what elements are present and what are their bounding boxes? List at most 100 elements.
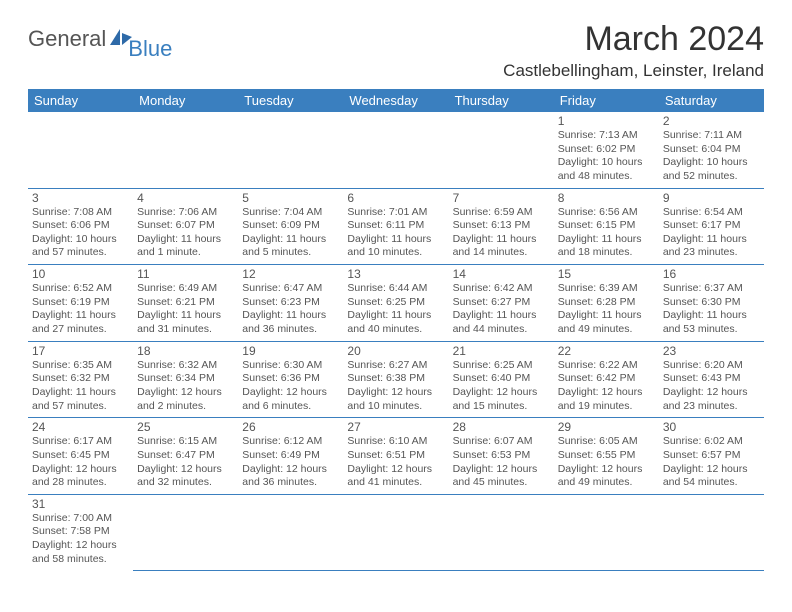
calendar-day: 28Sunrise: 6:07 AMSunset: 6:53 PMDayligh…	[449, 418, 554, 495]
day-number: 6	[347, 191, 444, 205]
calendar-day: 22Sunrise: 6:22 AMSunset: 6:42 PMDayligh…	[554, 341, 659, 418]
day-info: Sunrise: 6:49 AMSunset: 6:21 PMDaylight:…	[137, 282, 234, 337]
daylight-text-1: Daylight: 12 hours	[137, 386, 234, 400]
daylight-text-1: Daylight: 11 hours	[663, 309, 760, 323]
daylight-text-2: and 10 minutes.	[347, 246, 444, 260]
day-header: Monday	[133, 89, 238, 112]
sunset-text: Sunset: 6:27 PM	[453, 296, 550, 310]
daylight-text-1: Daylight: 12 hours	[242, 386, 339, 400]
sunset-text: Sunset: 6:32 PM	[32, 372, 129, 386]
day-number: 19	[242, 344, 339, 358]
calendar-day: 9Sunrise: 6:54 AMSunset: 6:17 PMDaylight…	[659, 188, 764, 265]
daylight-text-2: and 49 minutes.	[558, 323, 655, 337]
sunrise-text: Sunrise: 7:01 AM	[347, 206, 444, 220]
calendar-day: 26Sunrise: 6:12 AMSunset: 6:49 PMDayligh…	[238, 418, 343, 495]
daylight-text-2: and 58 minutes.	[32, 553, 129, 567]
day-header: Friday	[554, 89, 659, 112]
day-info: Sunrise: 6:20 AMSunset: 6:43 PMDaylight:…	[663, 359, 760, 414]
day-number: 20	[347, 344, 444, 358]
daylight-text-2: and 49 minutes.	[558, 476, 655, 490]
sunrise-text: Sunrise: 6:39 AM	[558, 282, 655, 296]
day-info: Sunrise: 6:02 AMSunset: 6:57 PMDaylight:…	[663, 435, 760, 490]
sunset-text: Sunset: 6:36 PM	[242, 372, 339, 386]
daylight-text-2: and 41 minutes.	[347, 476, 444, 490]
daylight-text-2: and 14 minutes.	[453, 246, 550, 260]
sunrise-text: Sunrise: 6:17 AM	[32, 435, 129, 449]
day-info: Sunrise: 6:27 AMSunset: 6:38 PMDaylight:…	[347, 359, 444, 414]
daylight-text-2: and 36 minutes.	[242, 476, 339, 490]
calendar-day: 30Sunrise: 6:02 AMSunset: 6:57 PMDayligh…	[659, 418, 764, 495]
day-header-row: SundayMondayTuesdayWednesdayThursdayFrid…	[28, 89, 764, 112]
month-title: March 2024	[503, 20, 764, 59]
daylight-text-1: Daylight: 11 hours	[242, 309, 339, 323]
calendar-day-empty	[449, 112, 554, 188]
calendar-day: 18Sunrise: 6:32 AMSunset: 6:34 PMDayligh…	[133, 341, 238, 418]
calendar-day: 27Sunrise: 6:10 AMSunset: 6:51 PMDayligh…	[343, 418, 448, 495]
day-number: 14	[453, 267, 550, 281]
calendar-week: 10Sunrise: 6:52 AMSunset: 6:19 PMDayligh…	[28, 265, 764, 342]
sunset-text: Sunset: 6:02 PM	[558, 143, 655, 157]
daylight-text-1: Daylight: 12 hours	[347, 463, 444, 477]
day-header: Saturday	[659, 89, 764, 112]
sunrise-text: Sunrise: 6:22 AM	[558, 359, 655, 373]
day-number: 18	[137, 344, 234, 358]
daylight-text-2: and 57 minutes.	[32, 400, 129, 414]
logo-text-general: General	[28, 26, 106, 52]
sunset-text: Sunset: 6:28 PM	[558, 296, 655, 310]
day-number: 15	[558, 267, 655, 281]
sunrise-text: Sunrise: 6:02 AM	[663, 435, 760, 449]
day-number: 24	[32, 420, 129, 434]
day-number: 4	[137, 191, 234, 205]
calendar-day: 8Sunrise: 6:56 AMSunset: 6:15 PMDaylight…	[554, 188, 659, 265]
day-info: Sunrise: 7:11 AMSunset: 6:04 PMDaylight:…	[663, 129, 760, 184]
sunset-text: Sunset: 6:51 PM	[347, 449, 444, 463]
daylight-text-1: Daylight: 12 hours	[558, 386, 655, 400]
calendar-day-empty	[343, 112, 448, 188]
daylight-text-1: Daylight: 11 hours	[347, 309, 444, 323]
calendar-day: 3Sunrise: 7:08 AMSunset: 6:06 PMDaylight…	[28, 188, 133, 265]
daylight-text-2: and 40 minutes.	[347, 323, 444, 337]
calendar-day-empty	[449, 494, 554, 570]
day-number: 29	[558, 420, 655, 434]
daylight-text-1: Daylight: 12 hours	[32, 463, 129, 477]
sunset-text: Sunset: 6:19 PM	[32, 296, 129, 310]
sunrise-text: Sunrise: 7:13 AM	[558, 129, 655, 143]
daylight-text-2: and 10 minutes.	[347, 400, 444, 414]
daylight-text-1: Daylight: 11 hours	[453, 233, 550, 247]
daylight-text-1: Daylight: 11 hours	[137, 309, 234, 323]
sunrise-text: Sunrise: 6:25 AM	[453, 359, 550, 373]
day-info: Sunrise: 6:10 AMSunset: 6:51 PMDaylight:…	[347, 435, 444, 490]
sunset-text: Sunset: 6:17 PM	[663, 219, 760, 233]
day-header: Thursday	[449, 89, 554, 112]
calendar-day: 17Sunrise: 6:35 AMSunset: 6:32 PMDayligh…	[28, 341, 133, 418]
day-info: Sunrise: 7:04 AMSunset: 6:09 PMDaylight:…	[242, 206, 339, 261]
day-info: Sunrise: 6:22 AMSunset: 6:42 PMDaylight:…	[558, 359, 655, 414]
calendar-day: 24Sunrise: 6:17 AMSunset: 6:45 PMDayligh…	[28, 418, 133, 495]
sunrise-text: Sunrise: 6:44 AM	[347, 282, 444, 296]
calendar-day: 2Sunrise: 7:11 AMSunset: 6:04 PMDaylight…	[659, 112, 764, 188]
sunrise-text: Sunrise: 6:47 AM	[242, 282, 339, 296]
calendar-week: 31Sunrise: 7:00 AMSunset: 7:58 PMDayligh…	[28, 494, 764, 570]
daylight-text-2: and 1 minute.	[137, 246, 234, 260]
calendar-day: 16Sunrise: 6:37 AMSunset: 6:30 PMDayligh…	[659, 265, 764, 342]
day-info: Sunrise: 6:17 AMSunset: 6:45 PMDaylight:…	[32, 435, 129, 490]
calendar-body: 1Sunrise: 7:13 AMSunset: 6:02 PMDaylight…	[28, 112, 764, 570]
daylight-text-1: Daylight: 12 hours	[347, 386, 444, 400]
day-number: 9	[663, 191, 760, 205]
calendar-day-empty	[343, 494, 448, 570]
page-header: General Blue March 2024 Castlebellingham…	[28, 20, 764, 81]
sunset-text: Sunset: 6:38 PM	[347, 372, 444, 386]
calendar-day: 31Sunrise: 7:00 AMSunset: 7:58 PMDayligh…	[28, 494, 133, 570]
calendar-day: 12Sunrise: 6:47 AMSunset: 6:23 PMDayligh…	[238, 265, 343, 342]
sunrise-text: Sunrise: 6:15 AM	[137, 435, 234, 449]
daylight-text-1: Daylight: 11 hours	[242, 233, 339, 247]
calendar-day: 11Sunrise: 6:49 AMSunset: 6:21 PMDayligh…	[133, 265, 238, 342]
calendar-day: 10Sunrise: 6:52 AMSunset: 6:19 PMDayligh…	[28, 265, 133, 342]
sunset-text: Sunset: 6:34 PM	[137, 372, 234, 386]
calendar-day: 29Sunrise: 6:05 AMSunset: 6:55 PMDayligh…	[554, 418, 659, 495]
day-info: Sunrise: 7:00 AMSunset: 7:58 PMDaylight:…	[32, 512, 129, 567]
day-number: 26	[242, 420, 339, 434]
sunset-text: Sunset: 7:58 PM	[32, 525, 129, 539]
day-number: 7	[453, 191, 550, 205]
daylight-text-1: Daylight: 10 hours	[663, 156, 760, 170]
